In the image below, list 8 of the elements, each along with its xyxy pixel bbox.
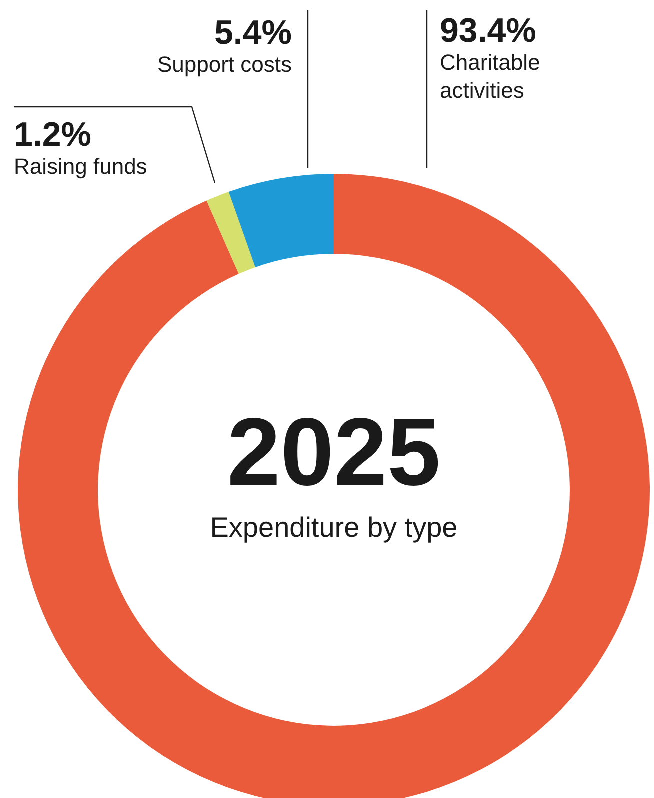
text: Expenditure by type <box>210 512 458 543</box>
data-label: 93.4% <box>440 12 536 50</box>
slice-label: Support costs <box>157 52 292 77</box>
data-label: 5.4% <box>214 14 292 52</box>
text: 2025 <box>227 399 441 506</box>
data-label: 1.2% <box>14 116 92 154</box>
slice-label: Raising funds <box>14 154 148 179</box>
slice-label: Charitable activities <box>440 50 540 103</box>
